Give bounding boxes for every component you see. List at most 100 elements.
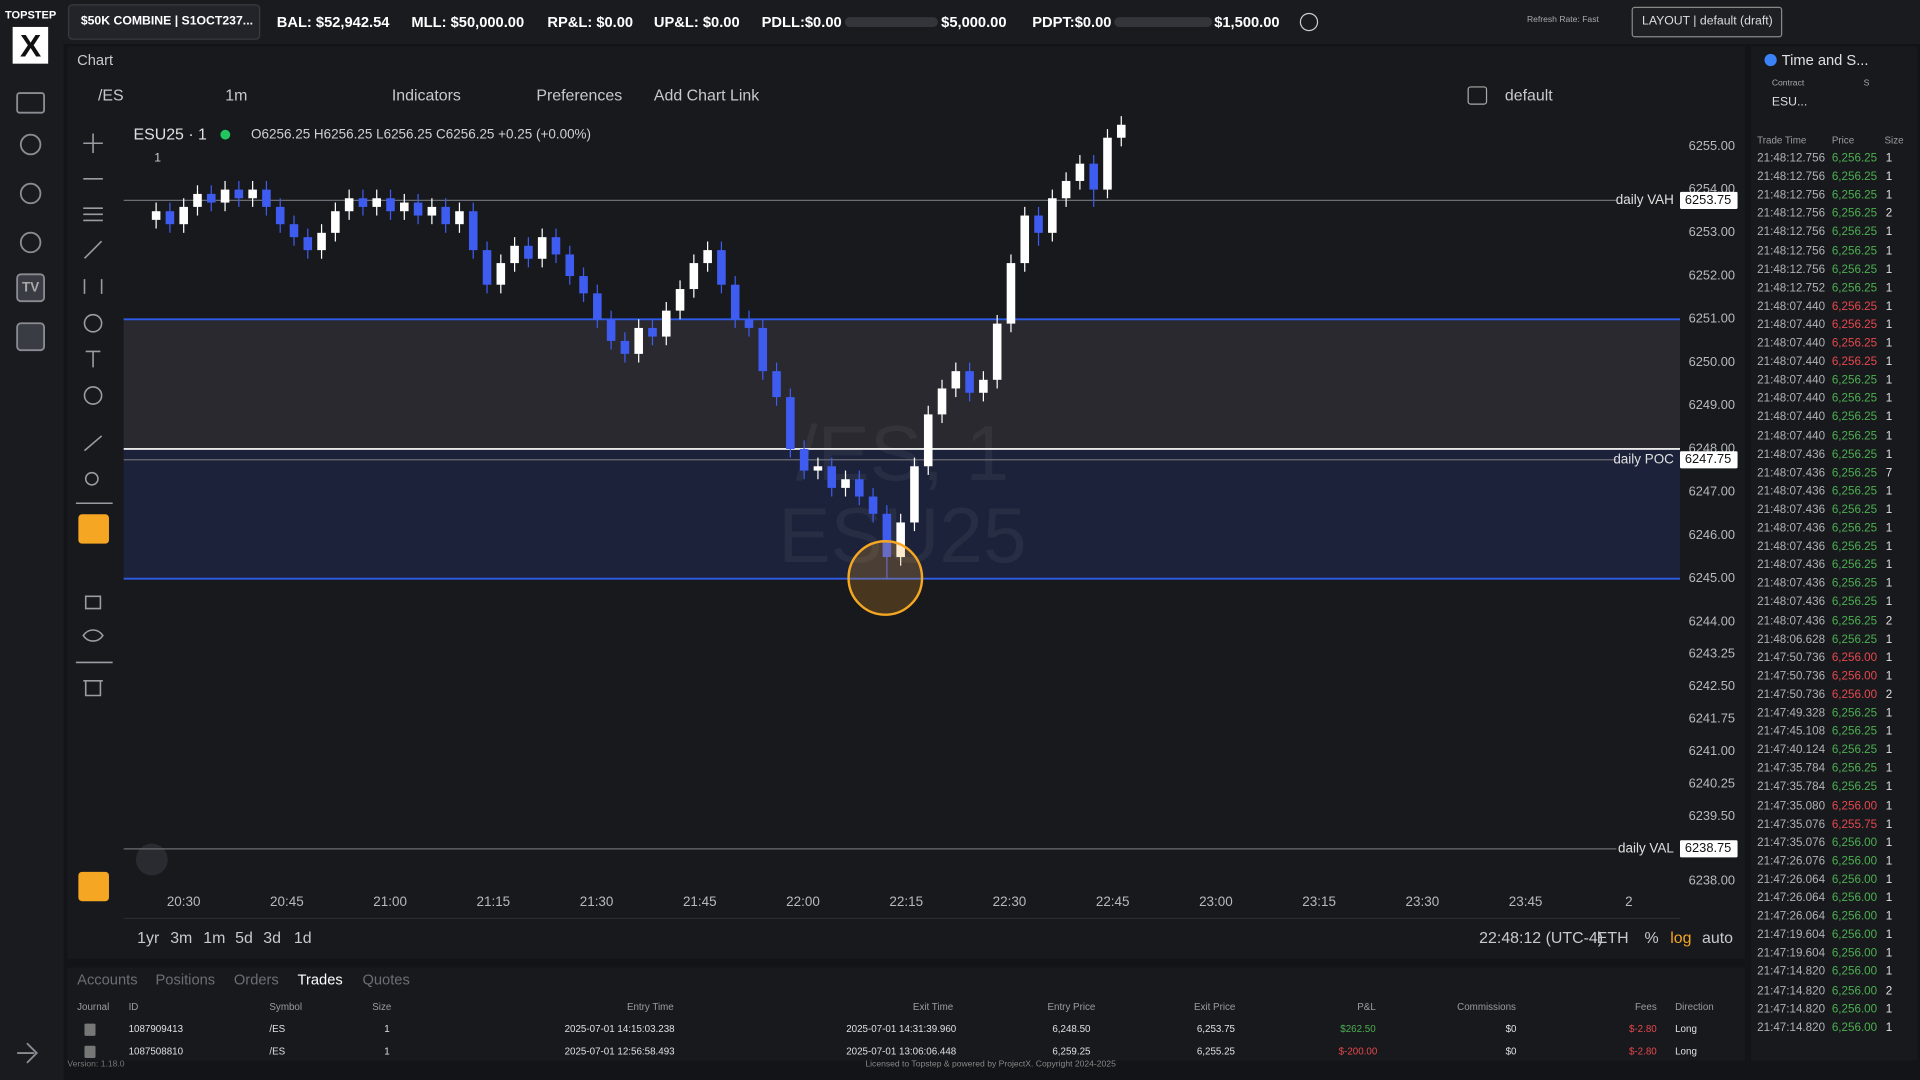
trade-cell: $-200.00 [1338, 1045, 1378, 1057]
column-header[interactable]: ID [128, 1001, 139, 1013]
level-badge [1680, 840, 1738, 858]
panel-tab[interactable]: Orders [233, 971, 279, 989]
range-button[interactable]: 1m [203, 928, 226, 947]
column-header[interactable]: Fees [1634, 1001, 1657, 1013]
candle-body [551, 237, 561, 255]
candle-body [979, 379, 988, 393]
info-button[interactable] [1299, 12, 1319, 32]
log-scale[interactable]: log [1670, 928, 1692, 947]
tas-size: 1 [1885, 743, 1893, 757]
candle-body [992, 323, 1002, 380]
x-tick-label: 21:00 [373, 894, 407, 909]
tas-time: 21:48:07.436 [1757, 595, 1826, 610]
range-button[interactable]: 3m [170, 928, 193, 947]
magnet-tool[interactable] [78, 514, 109, 544]
journal-icon [84, 1045, 96, 1058]
tas-price: 6,256.00 [1831, 669, 1878, 684]
level-name: daily POC [1613, 451, 1674, 466]
candle-body [358, 198, 368, 207]
tv-badge[interactable]: TV [22, 280, 40, 296]
tas-time: 21:47:14.820 [1757, 983, 1826, 998]
logo-mark[interactable]: X [12, 26, 49, 64]
candle-body [841, 479, 850, 488]
pdpt-bar [1114, 17, 1213, 27]
account-select[interactable] [67, 4, 261, 40]
add-chart-link[interactable]: Add Chart Link [653, 85, 760, 105]
tas-size: 1 [1885, 706, 1893, 721]
candle-body [524, 245, 533, 259]
x-tick-label: 22:30 [993, 894, 1027, 909]
column-header[interactable]: P&L [1357, 1001, 1376, 1013]
trade-cell: 1087508810 [128, 1045, 184, 1057]
session[interactable]: ETH [1596, 928, 1629, 947]
highlight-marker [847, 540, 924, 616]
column-header[interactable]: Exit Price [1194, 1001, 1236, 1013]
candle-body [689, 263, 699, 290]
column-header[interactable]: Journal [77, 1001, 110, 1013]
x-tick-label: 20:30 [167, 894, 201, 909]
trades-panel [67, 967, 1745, 1061]
symbol-search[interactable]: /ES [97, 85, 124, 105]
template[interactable]: default [1504, 85, 1553, 105]
range-button[interactable]: 1yr [137, 928, 160, 947]
preferences[interactable]: Preferences [536, 85, 623, 105]
tas-price: 6,256.25 [1831, 503, 1878, 517]
chart-tab[interactable]: Chart [77, 51, 114, 69]
tas-price: 6,256.25 [1831, 392, 1878, 406]
tas-size: 1 [1885, 170, 1893, 184]
candle-body [896, 522, 905, 558]
candle-body [579, 276, 588, 294]
interval[interactable]: 1m [225, 85, 248, 105]
tas-price: 6,256.00 [1831, 983, 1878, 998]
panel-tab[interactable]: Accounts [77, 971, 138, 989]
tas-size: 2 [1885, 207, 1893, 221]
candle-body [220, 189, 230, 203]
column-header[interactable]: Entry Price [1047, 1001, 1096, 1013]
candle-body [703, 250, 712, 264]
pdll-bar [844, 17, 938, 27]
tas-size: 1 [1885, 1002, 1893, 1016]
template-icon[interactable] [1467, 86, 1488, 105]
range-button[interactable]: 5d [235, 928, 253, 947]
tas-size: 1 [1885, 336, 1893, 351]
tas-size: 1 [1885, 909, 1893, 924]
range-button[interactable]: 1d [293, 928, 312, 947]
tas-price: 6,256.25 [1831, 170, 1878, 184]
range-button[interactable]: 3d [263, 928, 281, 947]
column-header[interactable]: Entry Time [626, 1001, 674, 1013]
tas-time: 21:48:12.756 [1757, 225, 1826, 240]
sidebar-icons [16, 92, 46, 1064]
tas-size: 7 [1885, 466, 1893, 480]
column-header[interactable]: Symbol [269, 1001, 303, 1013]
y-tick-label: 6239.50 [1689, 808, 1735, 823]
panel-tab[interactable]: Trades [297, 971, 343, 989]
candle-body [193, 193, 202, 207]
account[interactable]: $50K COMBINE | S1OCT237... [80, 14, 254, 29]
tas-title[interactable]: Time and S... [1781, 51, 1869, 69]
percent-scale[interactable]: % [1644, 928, 1659, 947]
contract-select[interactable]: ESU... [1771, 95, 1808, 109]
legend-collapse[interactable]: 1 [154, 151, 162, 166]
column-header[interactable]: Exit Time [912, 1001, 954, 1013]
tas-time: 21:47:19.604 [1757, 928, 1826, 942]
tas-price: 6,256.25 [1831, 743, 1878, 757]
tas-price: 6,256.25 [1831, 484, 1878, 499]
indicators[interactable]: Indicators [391, 85, 461, 105]
tas-price: 6,256.25 [1831, 225, 1878, 240]
layout-select[interactable] [1631, 6, 1783, 38]
tas-size: 2 [1885, 688, 1893, 702]
tas-price: 6,256.00 [1831, 1020, 1878, 1035]
column-header[interactable]: Direction [1675, 1001, 1714, 1013]
column-header[interactable]: Size [372, 1001, 392, 1013]
tas-price: 6,256.25 [1831, 244, 1878, 258]
y-tick-label: 6238.00 [1689, 873, 1735, 888]
candle-body [565, 254, 575, 277]
favorites[interactable] [78, 871, 109, 902]
tas-time: 21:47:19.604 [1757, 946, 1826, 961]
column-header[interactable]: Commissions [1457, 1001, 1516, 1013]
auto-scale[interactable]: auto [1702, 928, 1734, 947]
layout[interactable]: LAYOUT | default (draft) [1642, 14, 1773, 29]
panel-tab[interactable]: Quotes [362, 971, 410, 989]
candle-body [1034, 215, 1043, 233]
panel-tab[interactable]: Positions [155, 971, 216, 989]
